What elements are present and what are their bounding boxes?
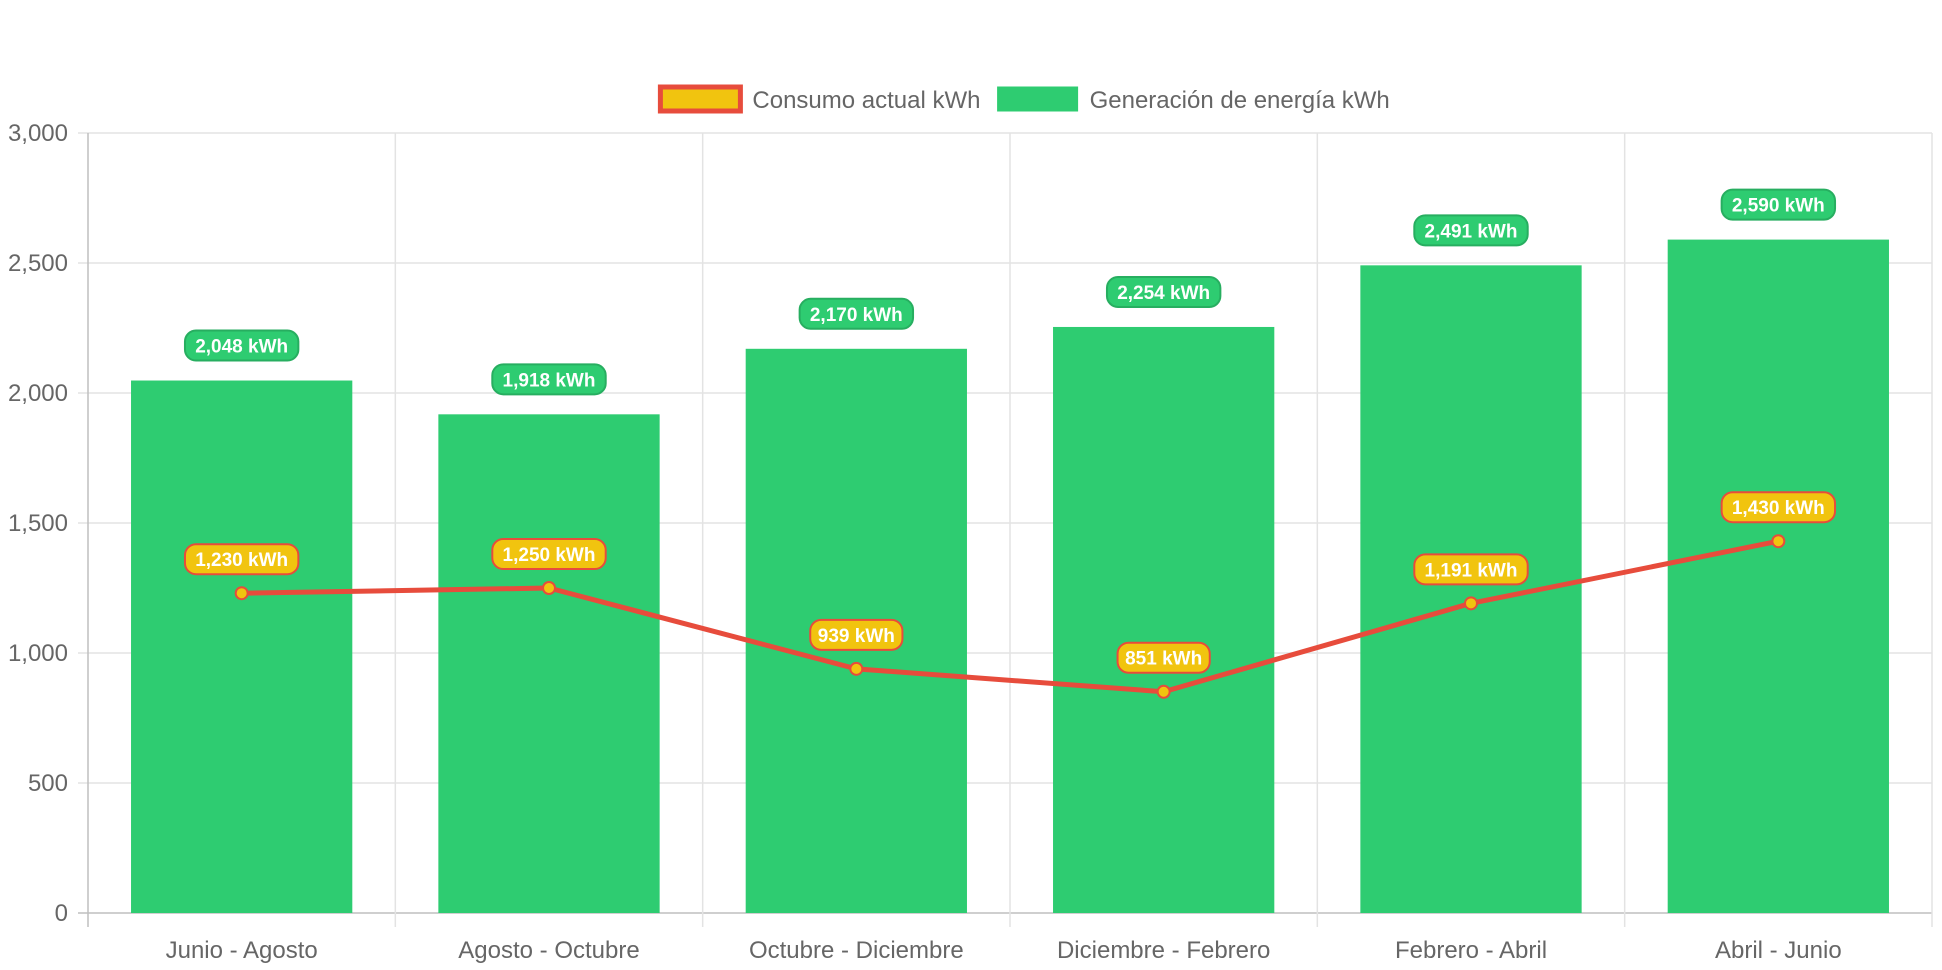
y-tick-label: 2,000 <box>8 380 68 407</box>
generation-bars <box>131 239 1889 914</box>
legend-item-generation-label: Generación de energía kWh <box>1090 87 1390 114</box>
bar-data-label-bg <box>183 329 300 362</box>
x-tick-label: Junio - Agosto <box>166 937 318 964</box>
y-tick-label: 0 <box>55 900 68 927</box>
x-tick-label: Diciembre - Febrero <box>1057 937 1270 964</box>
legend-item-consumption-label: Consumo actual kWh <box>752 87 980 114</box>
line-data-label-text: 939 kWh <box>818 626 895 647</box>
consumption-point <box>542 581 556 595</box>
line-data-label: 1,250 kWh <box>491 538 607 570</box>
legend-item-generation-swatch <box>997 86 1079 112</box>
line-data-label: 851 kWh <box>1116 641 1211 674</box>
y-tick-label: 500 <box>28 770 68 797</box>
line-data-label-text: 851 kWh <box>1125 649 1202 670</box>
x-tick-label: Agosto - Octubre <box>458 937 639 964</box>
x-tick-label: Abril - Junio <box>1715 937 1842 964</box>
bar-data-label-bg <box>798 297 915 330</box>
line-data-label-bg <box>809 618 904 651</box>
axes: 0 500 1,000 1,500 2,000 2,500 3,000 Junio - Ago… <box>8 120 1842 964</box>
bar-data-label: 2,491 kWh <box>1413 214 1529 247</box>
consumption-point <box>849 661 864 676</box>
bar-data-label-bg <box>491 363 607 396</box>
data-labels: 2,048 kWh 1,918 kWh 2,170 kWh 2,254 kWh 2,49… <box>183 188 1837 674</box>
bar-data-label-text: 1,918 kWh <box>503 370 596 391</box>
line-data-label-text: 1,430 kWh <box>1732 498 1825 519</box>
line-data-label-bg <box>1413 553 1529 586</box>
line-data-label: 1,430 kWh <box>1720 491 1837 524</box>
line-data-label-bg <box>491 538 607 570</box>
bar-data-label-text: 2,048 kWh <box>195 337 288 358</box>
bar-data-label-bg <box>1720 188 1837 221</box>
line-data-label: 1,230 kWh <box>183 543 300 576</box>
generation-bar <box>438 414 660 913</box>
bar-data-label: 2,048 kWh <box>183 329 300 362</box>
legend-item-consumption-swatch <box>657 84 743 114</box>
line-data-label: 939 kWh <box>809 618 904 651</box>
consumption-point <box>1156 684 1171 699</box>
line-data-label-text: 1,191 kWh <box>1425 560 1518 581</box>
legend-item-consumption[interactable]: Consumo actual kWh <box>657 84 980 114</box>
y-tick-label: 2,500 <box>8 250 68 277</box>
line-data-label-text: 1,230 kWh <box>195 550 288 571</box>
consumption-line <box>234 534 1786 699</box>
x-tick-label: Febrero - Abril <box>1395 937 1547 964</box>
bar-data-label-bg <box>1413 214 1529 247</box>
line-data-label-bg <box>183 543 300 576</box>
generation-bar <box>1667 239 1889 914</box>
y-tick-label: 1,500 <box>8 510 68 537</box>
bar-data-label-text: 2,254 kWh <box>1117 283 1210 304</box>
bar-data-label-text: 2,170 kWh <box>810 305 903 326</box>
y-tick-label: 3,000 <box>8 120 68 147</box>
grid-lines <box>78 132 1933 927</box>
bar-data-label: 2,170 kWh <box>798 297 915 330</box>
legend-item-generation[interactable]: Generación de energía kWh <box>997 86 1390 114</box>
generation-bar <box>131 380 353 913</box>
line-data-label-bg <box>1116 641 1211 674</box>
line-data-label-bg <box>1720 491 1837 524</box>
consumption-point <box>234 586 249 601</box>
bar-data-label-text: 2,590 kWh <box>1732 196 1825 217</box>
bar-data-label: 2,590 kWh <box>1720 188 1837 221</box>
consumption-point <box>1771 534 1786 549</box>
consumption-line-path <box>241 538 1779 695</box>
generation-bar <box>1053 326 1275 914</box>
line-data-label-text: 1,250 kWh <box>503 545 596 566</box>
bar-data-label-bg <box>1105 275 1222 308</box>
bar-data-label: 1,918 kWh <box>491 363 607 396</box>
bar-data-label-text: 2,491 kWh <box>1425 221 1518 242</box>
y-tick-label: 1,000 <box>8 640 68 667</box>
legend[interactable]: Consumo actual kWh Generación de energía … <box>657 84 1390 114</box>
consumption-point <box>1464 596 1478 611</box>
line-data-label: 1,191 kWh <box>1413 553 1529 586</box>
bar-data-label: 2,254 kWh <box>1105 275 1222 308</box>
x-tick-label: Octubre - Diciembre <box>749 937 964 964</box>
